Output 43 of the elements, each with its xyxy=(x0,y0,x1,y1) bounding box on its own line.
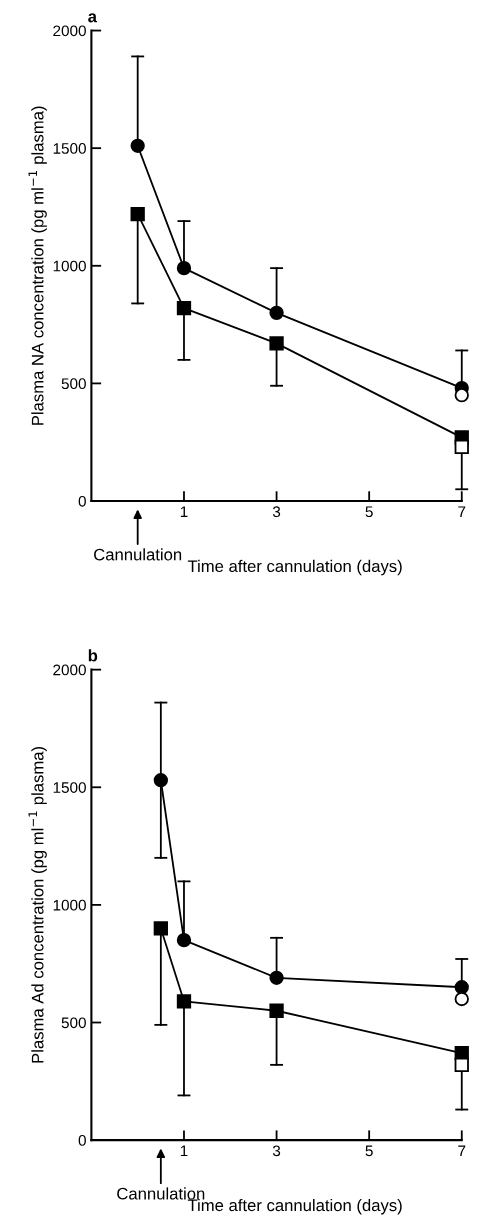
point xyxy=(153,921,168,936)
point xyxy=(454,991,469,1007)
x-tick-label: 1 xyxy=(180,1145,188,1157)
point xyxy=(269,970,284,985)
point xyxy=(269,336,284,351)
x-tick-label: 3 xyxy=(272,1145,281,1157)
x-tick-label: 7 xyxy=(458,1145,466,1157)
x-tick-label: 7 xyxy=(458,506,466,517)
x-axis-title: Time after cannulation (days) xyxy=(187,559,402,576)
y-tick-label: 500 xyxy=(61,378,86,390)
y-tick-label: 2000 xyxy=(53,664,86,676)
point xyxy=(454,980,469,995)
x-tick-label: 5 xyxy=(365,506,373,518)
y-tick-label: 1000 xyxy=(53,260,86,272)
chart-title: b xyxy=(88,649,98,662)
y-tick-label: 0 xyxy=(78,1134,86,1146)
x-tick-label: 3 xyxy=(272,506,281,518)
point xyxy=(176,300,192,316)
point xyxy=(176,260,192,276)
chart-title: a xyxy=(88,13,98,23)
point xyxy=(153,773,168,788)
y-tick-label: 1000 xyxy=(53,899,86,911)
y-tick-label: 0 xyxy=(78,495,86,507)
point xyxy=(454,439,469,455)
point xyxy=(269,305,284,320)
point xyxy=(176,994,192,1009)
point xyxy=(130,138,145,153)
text: Cannulation xyxy=(94,548,182,561)
y-axis-title: Plasma NA concentration (pg ml$^{−1}$ plasma) xyxy=(28,106,47,425)
text: Cannulation xyxy=(117,1187,205,1200)
point xyxy=(176,933,192,948)
x-tick-label: 1 xyxy=(180,506,188,517)
point xyxy=(454,1057,469,1073)
y-axis-title: Plasma Ad concentration (pg ml$^{−1}$ plasma) xyxy=(28,746,47,1063)
y-tick-label: 1500 xyxy=(53,782,86,793)
point xyxy=(130,206,145,222)
y-tick-label: 500 xyxy=(61,1017,86,1029)
point xyxy=(454,388,469,403)
x-tick-label: 5 xyxy=(365,1145,373,1157)
y-tick-label: 1500 xyxy=(53,143,86,154)
x-axis-title: Time after cannulation (days) xyxy=(187,1198,402,1215)
point xyxy=(269,1003,284,1018)
y-tick-label: 2000 xyxy=(53,25,86,37)
